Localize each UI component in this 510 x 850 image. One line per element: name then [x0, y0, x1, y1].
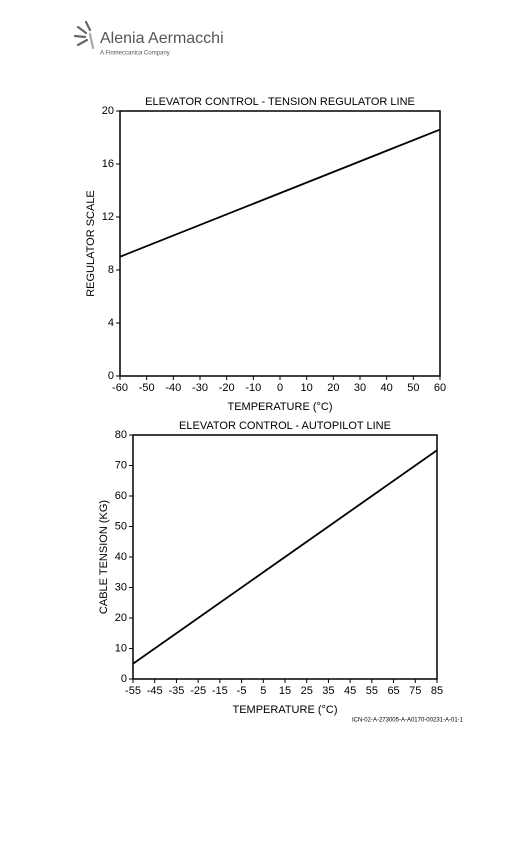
x-tick-label: 5 — [260, 685, 266, 697]
y-tick-label: 20 — [102, 105, 114, 117]
x-tick-label: 25 — [301, 685, 313, 697]
x-tick-label: -50 — [139, 382, 155, 394]
y-tick-label: 16 — [102, 158, 114, 170]
chart-title: ELEVATOR CONTROL - AUTOPILOT LINE — [179, 420, 391, 432]
x-tick-label: -25 — [190, 685, 206, 697]
logo-icon — [73, 20, 95, 50]
x-tick-label: 35 — [322, 685, 334, 697]
data-line — [132, 449, 438, 665]
x-tick-label: 85 — [431, 685, 443, 697]
x-tick-label: 0 — [277, 382, 283, 394]
x-tick-label: 75 — [409, 685, 421, 697]
x-tick-label: -60 — [112, 382, 128, 394]
y-tick-label: 50 — [115, 520, 127, 532]
x-tick-label: 10 — [301, 382, 313, 394]
x-tick-label: -35 — [168, 685, 184, 697]
plot-frame — [119, 110, 441, 377]
y-tick-label: 60 — [115, 490, 127, 502]
x-tick-label: -45 — [147, 685, 163, 697]
x-tick-label: 60 — [434, 382, 446, 394]
y-tick-label: 10 — [115, 642, 127, 654]
y-tick-label: 12 — [102, 211, 114, 223]
x-tick-label: -10 — [245, 382, 261, 394]
y-tick-label: 40 — [115, 551, 127, 563]
x-tick-label: 45 — [344, 685, 356, 697]
y-tick-label: 70 — [115, 459, 127, 471]
x-tick-label: 40 — [381, 382, 393, 394]
chart-title: ELEVATOR CONTROL - TENSION REGULATOR LIN… — [145, 96, 415, 108]
y-tick-label: 20 — [115, 612, 127, 624]
y-tick-label: 80 — [115, 429, 127, 441]
x-tick-label: 30 — [354, 382, 366, 394]
y-tick-label: 0 — [121, 673, 127, 685]
x-axis-label: TEMPERATURE (°C) — [232, 704, 337, 716]
brand: Alenia Aermacchi — [100, 30, 224, 47]
x-tick-label: -20 — [219, 382, 235, 394]
x-tick-label: 20 — [327, 382, 339, 394]
y-axis-label: CABLE TENSION (KG) — [98, 500, 110, 614]
y-axis-label: REGULATOR SCALE — [85, 190, 97, 297]
y-tick-label: 8 — [108, 264, 114, 276]
reference: ICN-02-A-273005-A-A0170-00231-A-01-1 — [352, 718, 464, 724]
x-tick-label: -55 — [125, 685, 141, 697]
y-tick-label: 30 — [115, 581, 127, 593]
x-tick-label: -30 — [192, 382, 208, 394]
x-tick-label: -40 — [165, 382, 181, 394]
y-tick-label: 4 — [108, 317, 114, 329]
x-tick-label: 65 — [387, 685, 399, 697]
x-axis-label: TEMPERATURE (°C) — [227, 401, 332, 413]
x-tick-label: -5 — [237, 685, 247, 697]
x-tick-label: 50 — [407, 382, 419, 394]
x-tick-label: 15 — [279, 685, 291, 697]
y-tick-label: 0 — [108, 370, 114, 382]
x-tick-label: 55 — [366, 685, 378, 697]
tagline: A Finmeccanica Company — [100, 51, 170, 57]
x-tick-label: -15 — [212, 685, 228, 697]
data-line — [119, 128, 441, 258]
